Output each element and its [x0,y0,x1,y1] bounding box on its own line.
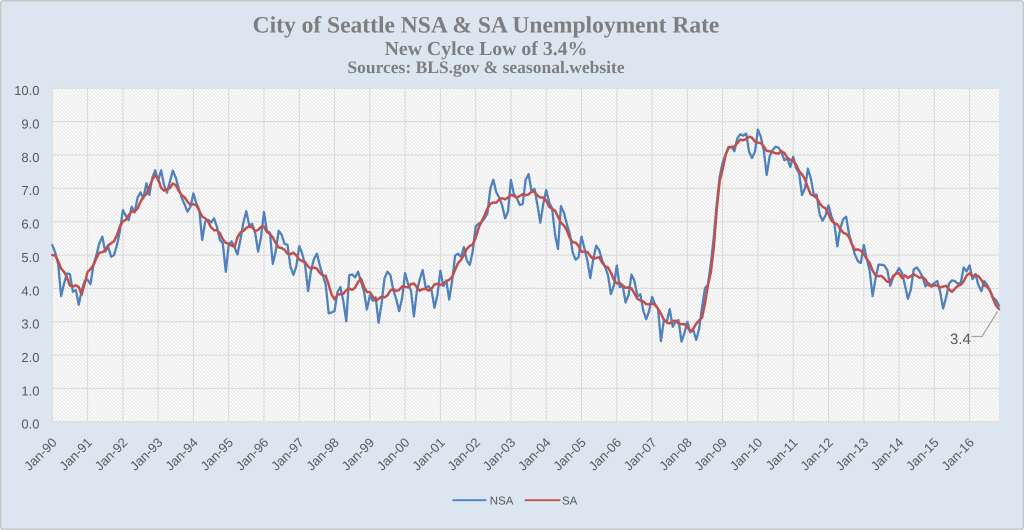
svg-text:7.0: 7.0 [21,183,39,198]
svg-text:Sources: BLS.gov & seasonal.we: Sources: BLS.gov & seasonal.website [347,57,624,77]
svg-text:0.0: 0.0 [21,417,39,432]
svg-text:3.0: 3.0 [21,317,39,332]
svg-text:6.0: 6.0 [21,217,39,232]
svg-text:NSA: NSA [490,495,514,507]
svg-text:9.0: 9.0 [21,117,39,132]
svg-text:2.0: 2.0 [21,350,39,365]
svg-text:5.0: 5.0 [21,250,39,265]
svg-text:SA: SA [562,495,578,507]
svg-text:3.4: 3.4 [950,331,971,348]
svg-text:10.0: 10.0 [14,83,39,98]
svg-text:8.0: 8.0 [21,150,39,165]
svg-text:City of Seattle NSA & SA Unemp: City of Seattle NSA & SA Unemployment Ra… [253,12,720,38]
svg-text:New Cylce Low of 3.4%: New Cylce Low of 3.4% [385,38,588,60]
svg-text:4.0: 4.0 [21,283,39,298]
svg-text:1.0: 1.0 [21,383,39,398]
